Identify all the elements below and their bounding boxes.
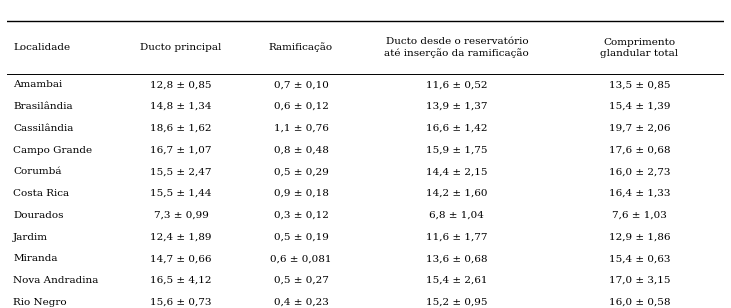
Text: 0,8 ± 0,48: 0,8 ± 0,48 [273, 146, 328, 155]
Text: 0,5 ± 0,27: 0,5 ± 0,27 [273, 276, 328, 285]
Text: 15,6 ± 0,73: 15,6 ± 0,73 [151, 298, 212, 307]
Text: Nova Andradina: Nova Andradina [13, 276, 99, 285]
Text: 6,8 ± 1,04: 6,8 ± 1,04 [429, 211, 484, 220]
Text: 12,8 ± 0,85: 12,8 ± 0,85 [151, 80, 212, 89]
Text: Dourados: Dourados [13, 211, 64, 220]
Text: 12,9 ± 1,86: 12,9 ± 1,86 [609, 233, 670, 241]
Text: 0,6 ± 0,12: 0,6 ± 0,12 [273, 102, 328, 111]
Text: Jardim: Jardim [13, 233, 48, 241]
Text: 0,3 ± 0,12: 0,3 ± 0,12 [273, 211, 328, 220]
Text: Comprimento
glandular total: Comprimento glandular total [600, 38, 678, 58]
Text: 0,5 ± 0,29: 0,5 ± 0,29 [273, 167, 328, 176]
Text: 0,5 ± 0,19: 0,5 ± 0,19 [273, 233, 328, 241]
Text: 0,6 ± 0,081: 0,6 ± 0,081 [270, 254, 332, 263]
Text: 14,4 ± 2,15: 14,4 ± 2,15 [426, 167, 488, 176]
Text: 1,1 ± 0,76: 1,1 ± 0,76 [273, 124, 328, 133]
Text: 13,6 ± 0,68: 13,6 ± 0,68 [426, 254, 488, 263]
Text: 13,5 ± 0,85: 13,5 ± 0,85 [609, 80, 670, 89]
Text: Rio Negro: Rio Negro [13, 298, 67, 307]
Text: Campo Grande: Campo Grande [13, 146, 92, 155]
Text: Ramificação: Ramificação [269, 43, 333, 52]
Text: 12,4 ± 1,89: 12,4 ± 1,89 [151, 233, 212, 241]
Text: 15,2 ± 0,95: 15,2 ± 0,95 [426, 298, 488, 307]
Text: 7,6 ± 1,03: 7,6 ± 1,03 [612, 211, 667, 220]
Text: 16,4 ± 1,33: 16,4 ± 1,33 [609, 189, 670, 198]
Text: Costa Rica: Costa Rica [13, 189, 69, 198]
Text: Ducto desde o reservatório
até inserção da ramificação: Ducto desde o reservatório até inserção … [385, 37, 529, 58]
Text: 7,3 ± 0,99: 7,3 ± 0,99 [154, 211, 208, 220]
Text: Localidade: Localidade [13, 43, 70, 52]
Text: 16,0 ± 0,58: 16,0 ± 0,58 [609, 298, 670, 307]
Text: Ducto principal: Ducto principal [140, 43, 221, 52]
Text: 11,6 ± 1,77: 11,6 ± 1,77 [426, 233, 488, 241]
Text: 16,7 ± 1,07: 16,7 ± 1,07 [151, 146, 212, 155]
Text: Brasilândia: Brasilândia [13, 102, 72, 111]
Text: 19,7 ± 2,06: 19,7 ± 2,06 [609, 124, 670, 133]
Text: 0,9 ± 0,18: 0,9 ± 0,18 [273, 189, 328, 198]
Text: 15,4 ± 1,39: 15,4 ± 1,39 [609, 102, 670, 111]
Text: 15,9 ± 1,75: 15,9 ± 1,75 [426, 146, 488, 155]
Text: 15,4 ± 2,61: 15,4 ± 2,61 [426, 276, 488, 285]
Text: 14,7 ± 0,66: 14,7 ± 0,66 [151, 254, 212, 263]
Text: 15,4 ± 0,63: 15,4 ± 0,63 [609, 254, 670, 263]
Text: 18,6 ± 1,62: 18,6 ± 1,62 [151, 124, 212, 133]
Text: 14,8 ± 1,34: 14,8 ± 1,34 [151, 102, 212, 111]
Text: 13,9 ± 1,37: 13,9 ± 1,37 [426, 102, 488, 111]
Text: 16,5 ± 4,12: 16,5 ± 4,12 [151, 276, 212, 285]
Text: Cassilândia: Cassilândia [13, 124, 73, 133]
Text: 0,7 ± 0,10: 0,7 ± 0,10 [273, 80, 328, 89]
Text: 17,6 ± 0,68: 17,6 ± 0,68 [609, 146, 670, 155]
Text: 17,0 ± 3,15: 17,0 ± 3,15 [609, 276, 670, 285]
Text: 14,2 ± 1,60: 14,2 ± 1,60 [426, 189, 488, 198]
Text: 0,4 ± 0,23: 0,4 ± 0,23 [273, 298, 328, 307]
Text: Miranda: Miranda [13, 254, 58, 263]
Text: 11,6 ± 0,52: 11,6 ± 0,52 [426, 80, 488, 89]
Text: 16,0 ± 2,73: 16,0 ± 2,73 [609, 167, 670, 176]
Text: 15,5 ± 1,44: 15,5 ± 1,44 [151, 189, 212, 198]
Text: 16,6 ± 1,42: 16,6 ± 1,42 [426, 124, 488, 133]
Text: 15,5 ± 2,47: 15,5 ± 2,47 [151, 167, 212, 176]
Text: Corumbá: Corumbá [13, 167, 61, 176]
Text: Amambai: Amambai [13, 80, 62, 89]
